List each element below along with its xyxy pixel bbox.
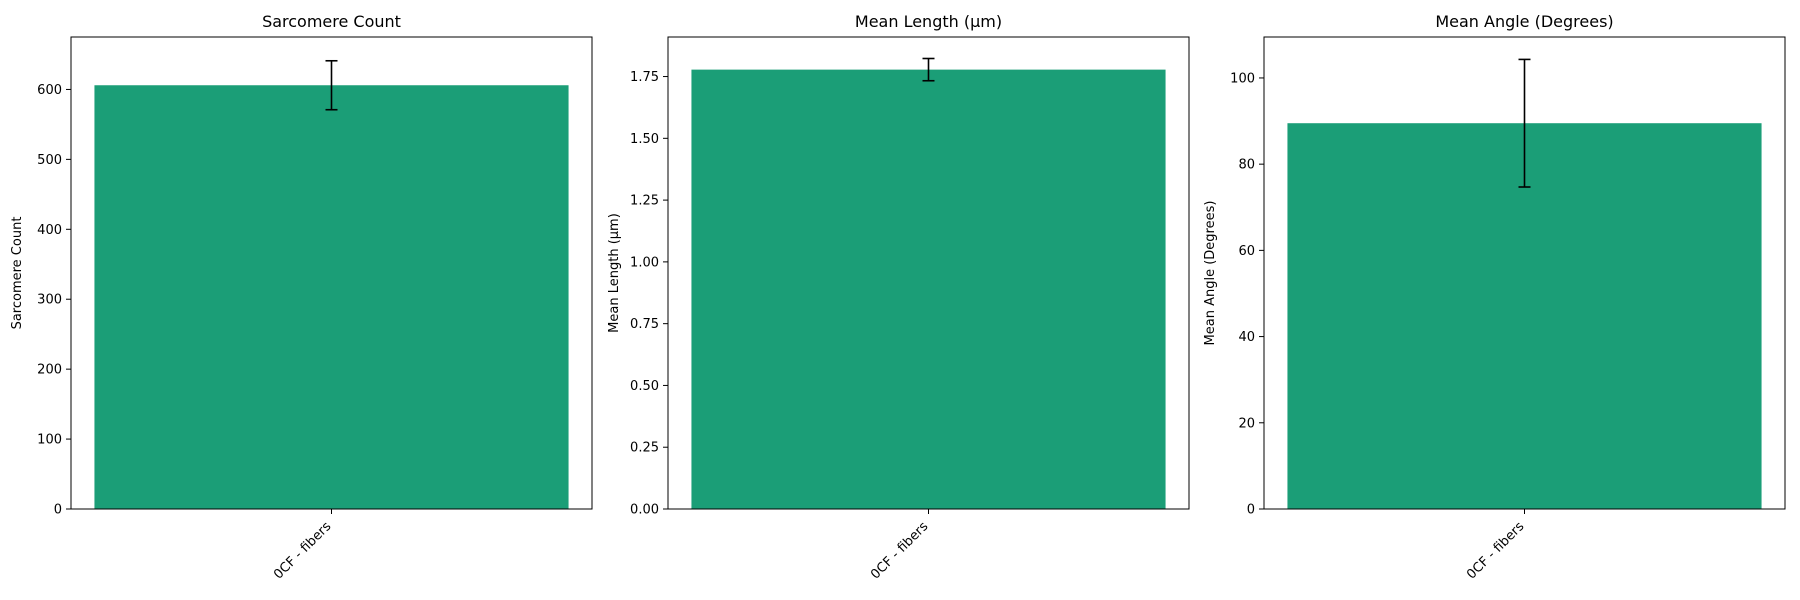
y-tick-label: 1.50 — [630, 132, 659, 147]
y-tick-label: 1.00 — [630, 255, 659, 270]
y-tick-label: 0 — [54, 503, 62, 518]
y-tick-label: 300 — [37, 293, 62, 308]
axes-frame — [1263, 36, 1786, 510]
y-tick-label: 200 — [37, 363, 62, 378]
y-tick-label: 0.50 — [630, 379, 659, 394]
y-tick-label: 1.75 — [630, 70, 659, 85]
chart-title: Sarcomere Count — [262, 12, 401, 31]
bar — [94, 85, 569, 509]
y-tick-label: 500 — [37, 153, 62, 168]
y-tick-label: 40 — [1238, 330, 1255, 345]
y-axis-label: Sarcomere Count — [10, 217, 25, 330]
y-tick-label: 80 — [1238, 158, 1255, 173]
y-tick-label: 0 — [1247, 503, 1255, 518]
axes-frame — [70, 36, 593, 510]
y-axis-label: Mean Length (μm) — [607, 213, 622, 333]
y-axis-label: Mean Angle (Degrees) — [1203, 201, 1218, 346]
y-tick-label: 0.00 — [630, 503, 659, 518]
chart-title: Mean Angle (Degrees) — [1435, 12, 1613, 31]
y-tick-label: 1.25 — [630, 194, 659, 209]
y-tick-label: 20 — [1238, 416, 1255, 431]
y-tick-label: 0.75 — [630, 317, 659, 332]
bar — [691, 69, 1166, 509]
y-tick-label: 100 — [37, 433, 62, 448]
y-tick-label: 0.25 — [630, 441, 659, 456]
axes-frame — [667, 36, 1190, 510]
y-tick-label: 100 — [1230, 71, 1255, 86]
y-tick-label: 600 — [37, 83, 62, 98]
y-tick-label: 400 — [37, 223, 62, 238]
panel-sarcomere-count: Sarcomere Count Sarcomere Count 0CF - fi… — [10, 12, 593, 582]
y-tick-label: 60 — [1238, 244, 1255, 259]
panel-mean-length: Mean Length (μm) Mean Length (μm) 0CF - … — [607, 12, 1190, 582]
chart-title: Mean Length (μm) — [855, 12, 1002, 31]
panel-mean-angle: Mean Angle (Degrees) Mean Angle (Degrees… — [1203, 12, 1786, 582]
plot-area: 0CF - fibers0.000.250.500.751.001.251.50… — [630, 36, 1190, 582]
